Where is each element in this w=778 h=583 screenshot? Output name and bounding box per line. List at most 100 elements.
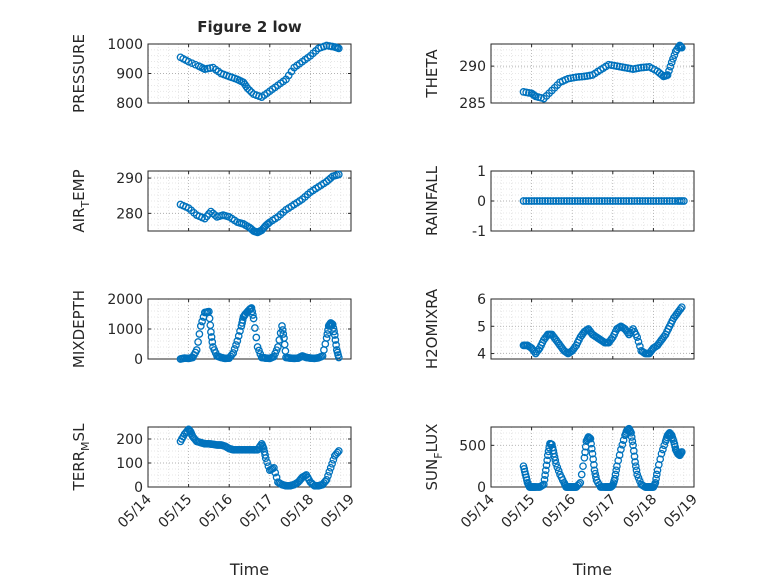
data-point <box>641 197 650 205</box>
y-axis-label: THETA <box>423 49 441 99</box>
data-point <box>668 197 677 205</box>
x-tick-label: 05/15 <box>499 492 539 532</box>
data-point <box>571 197 579 205</box>
data-point <box>562 197 571 205</box>
data-point <box>581 197 590 205</box>
data-point <box>208 338 217 346</box>
data-point <box>636 197 644 205</box>
data-point <box>203 64 212 73</box>
data-point <box>603 197 612 205</box>
data-point <box>554 467 563 475</box>
data-point <box>637 63 646 72</box>
data-point <box>325 42 334 50</box>
data-point <box>630 197 639 205</box>
subplot-5: 0 1000 2000 MIXDEPTH <box>70 290 352 368</box>
y-axis-label: RAINFALL <box>423 165 441 236</box>
data-point <box>598 197 606 205</box>
x-tick-label: 05/16 <box>539 491 579 531</box>
y-tick-label: 285 <box>459 96 486 112</box>
data-point <box>207 333 216 341</box>
y-tick-label: 900 <box>116 67 143 83</box>
data-point <box>274 343 282 351</box>
data-point <box>522 197 531 205</box>
data-point <box>651 478 660 487</box>
data-point <box>196 322 205 330</box>
x-axis-label: Time <box>572 560 612 579</box>
data-point <box>527 197 536 205</box>
y-tick-label: 1000 <box>107 37 143 53</box>
data-point <box>652 197 660 205</box>
data-point <box>552 459 560 468</box>
data-point <box>557 197 566 205</box>
data-point <box>652 470 661 479</box>
data-point <box>278 322 286 330</box>
x-tick-label: 05/14 <box>115 491 155 531</box>
data-point <box>541 466 550 475</box>
data-point <box>328 459 336 468</box>
data-point <box>604 60 613 69</box>
subplot-6: 4 5 6 H2OMIXRA <box>423 288 695 369</box>
data-point <box>334 44 343 53</box>
data-point <box>579 197 587 205</box>
data-point <box>539 480 548 489</box>
y-axis-label: SUNFLUX <box>423 424 445 491</box>
data-point <box>642 63 651 71</box>
data-point <box>329 324 338 332</box>
data-point <box>195 330 204 338</box>
y-tick-label: 5 <box>477 319 486 335</box>
data-point <box>322 475 331 484</box>
data-point <box>248 307 257 316</box>
data-point <box>677 43 686 52</box>
data-point <box>576 478 585 487</box>
data-point <box>200 214 209 223</box>
data-point <box>331 336 340 344</box>
data-point <box>580 453 589 462</box>
x-axis-label: Time <box>229 560 269 579</box>
data-point <box>249 314 258 323</box>
data-point <box>252 333 261 342</box>
data-point <box>255 346 263 355</box>
y-tick-label: 2000 <box>107 292 143 308</box>
data-point <box>600 197 609 205</box>
x-tick-label: 05/19 <box>661 492 701 532</box>
subplot-4: -1 0 1 RAINFALL <box>423 164 695 240</box>
data-point <box>619 197 628 205</box>
data-point <box>590 197 598 205</box>
data-point <box>590 460 598 469</box>
data-point <box>606 197 614 205</box>
data-point <box>611 197 620 205</box>
data-point <box>541 471 549 479</box>
data-point <box>194 338 202 346</box>
y-axis-label: AIRTEMP <box>70 169 92 232</box>
data-point <box>657 449 666 458</box>
x-tick-label: 05/17 <box>237 492 277 532</box>
data-point <box>632 466 641 475</box>
data-point <box>587 197 595 205</box>
data-point <box>566 74 575 83</box>
data-point <box>669 54 677 63</box>
data-point <box>543 197 552 205</box>
data-point <box>659 445 667 454</box>
x-tick-label: 05/18 <box>620 492 660 532</box>
data-point <box>666 62 675 71</box>
data-point <box>207 328 215 336</box>
data-point <box>572 73 581 82</box>
data-point <box>322 334 331 342</box>
data-point <box>629 447 638 455</box>
chart-title: Figure 2 low <box>197 18 302 36</box>
data-point <box>323 330 332 338</box>
data-point <box>560 197 568 205</box>
data-point <box>251 324 259 332</box>
x-tick-label: 05/15 <box>156 492 196 532</box>
data-point <box>680 197 688 205</box>
data-point <box>665 197 674 205</box>
data-point <box>631 458 639 466</box>
subplot-7: 0 100 200 TERRMSL 05/14 05/15 05/16 05/17 05/18 0… <box>70 423 358 579</box>
y-tick-label: 0 <box>477 194 486 210</box>
data-point <box>575 480 583 489</box>
data-point <box>325 467 334 476</box>
data-point <box>586 434 595 443</box>
data-point <box>334 447 343 455</box>
data-point <box>192 346 201 354</box>
data-point <box>543 456 552 465</box>
